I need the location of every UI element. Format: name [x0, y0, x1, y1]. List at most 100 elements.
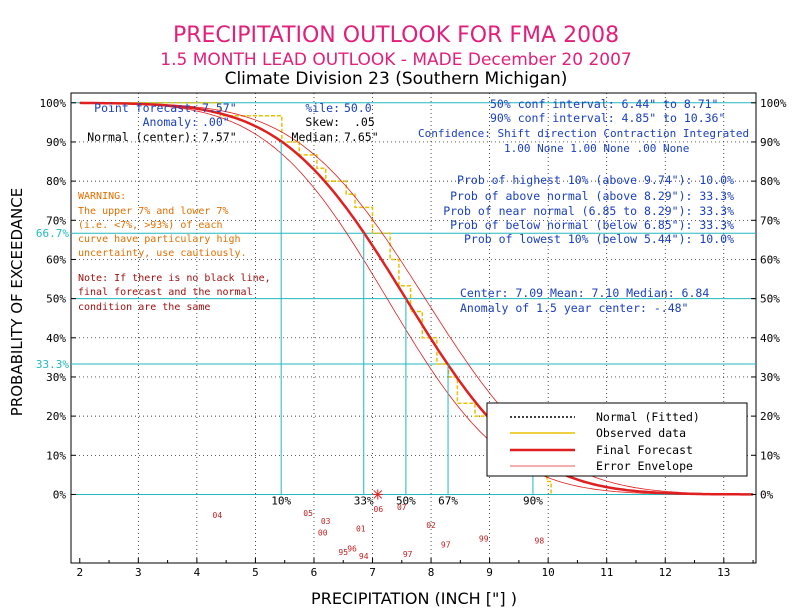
year-label: 01	[356, 525, 366, 534]
ref-line-label: 33.3%	[36, 358, 69, 371]
x-tick-label: 11	[600, 566, 613, 579]
ile-value: 50.0	[344, 101, 372, 115]
year-label: 96	[347, 544, 357, 553]
center-line: Center: 7.09 Mean: 7.10 Median: 6.84	[460, 286, 709, 300]
y-axis-label: PROBABILITY OF EXCEEDANCE	[8, 188, 26, 416]
y-tick-label: 80%	[46, 175, 66, 188]
x-tick-label: 4	[194, 566, 201, 579]
confidence-values: 1.00 None 1.00 None .00 None	[504, 142, 689, 155]
prob-above: Prob of above normal (above 8.29"): 33.3…	[450, 189, 734, 203]
legend-box	[486, 402, 748, 477]
median-label: Median:	[292, 130, 340, 144]
y-tick-label-right: 50%	[760, 293, 780, 306]
y-tick-label-right: 10%	[760, 449, 780, 462]
year-label: 03	[321, 517, 331, 526]
normal-value: 7.57"	[202, 130, 237, 144]
year-label: 04	[213, 511, 223, 520]
x-tick-label: 13	[717, 566, 730, 579]
legend-label-normal: Normal (Fitted)	[596, 410, 700, 424]
percentile-label: 10%	[271, 494, 291, 507]
y-tick-label-right: 90%	[760, 136, 780, 149]
warning-line: The upper 7% and lower 7%	[78, 206, 229, 217]
y-tick-label: 70%	[46, 214, 66, 227]
normal-label: Normal (center):	[87, 130, 198, 144]
year-label: 98	[535, 536, 545, 545]
y-tick-label: 10%	[46, 449, 66, 462]
percentile-label: 33%	[354, 494, 374, 507]
final-forecast-line	[79, 101, 754, 496]
y-tick-label: 50%	[46, 293, 66, 306]
prob-below: Prob of below normal (below 6.85"): 33.3…	[450, 218, 734, 232]
year-label: 94	[359, 552, 369, 561]
y-tick-label-right: 20%	[760, 410, 780, 423]
legend-label-forecast: Final Forecast	[596, 443, 693, 457]
chart-subtitle: 1.5 MONTH LEAD OUTLOOK - MADE December 2…	[160, 50, 631, 70]
x-axis-label: PRECIPITATION (INCH ["] )	[311, 589, 517, 608]
y-tick-label: 0%	[53, 488, 67, 501]
plot-frame	[70, 92, 757, 564]
note-line: final forecast and the normal	[78, 287, 253, 298]
year-label: 99	[479, 534, 489, 543]
anomaly-value: .00"	[202, 115, 230, 129]
x-tick-label: 2	[76, 566, 83, 579]
ref-line-label: 66.7%	[36, 227, 69, 240]
prob-lowest: Prob of lowest 10% (below 5.44"): 10.0%	[464, 232, 734, 246]
y-tick-label-right: 30%	[760, 371, 780, 384]
confidence-header: Confidence: Shift direction Contraction …	[418, 127, 749, 140]
year-label: 95	[338, 548, 348, 557]
x-tick-label: 3	[135, 566, 142, 579]
year-label: 97	[441, 540, 451, 549]
ci90-text: 90% conf interval: 4.85" to 10.36"	[490, 111, 725, 125]
point-forecast-value: 7.57"	[202, 101, 237, 115]
percentile-label: 67%	[438, 494, 458, 507]
year-label: 02	[426, 521, 436, 530]
star-stroke	[373, 490, 383, 499]
percentile-label: 90%	[523, 494, 543, 507]
year-label: 05	[303, 509, 313, 518]
error-envelope-line	[79, 102, 754, 495]
year-label: 97	[403, 550, 413, 559]
prob-near: Prob of near normal (6.85 to 8.29"): 33.…	[443, 204, 734, 218]
year-label: 00	[318, 529, 328, 538]
legend-label-observed: Observed data	[596, 426, 686, 440]
ile-label: %ile:	[305, 101, 340, 115]
forecast-center-marker	[372, 489, 383, 500]
y-tick-label: 30%	[46, 371, 66, 384]
anomaly-center: Anomaly of 1.5 year center: -.48"	[460, 301, 688, 315]
y-tick-label: 60%	[46, 253, 66, 266]
legend: Normal (Fitted) Observed data Final Fore…	[486, 402, 748, 477]
skew-value: .05	[354, 115, 375, 129]
warning-block: WARNING: The upper 7% and lower 7% (i.e.…	[78, 191, 247, 259]
point-forecast-label: Point forecast:	[94, 101, 198, 115]
note-line: condition are the same	[78, 302, 210, 313]
percentile-label: 50%	[396, 494, 416, 507]
stats-block: Point forecast: 7.57" Anomaly: .00" Norm…	[87, 97, 749, 315]
note-block: Note: If there is no black line, final f…	[78, 273, 271, 313]
x-tick-label: 8	[428, 566, 435, 579]
y-tick-label-right: 70%	[760, 214, 780, 227]
x-tick-label: 6	[311, 566, 318, 579]
median-value: 7.65"	[344, 130, 379, 144]
x-tick-label: 7	[369, 566, 376, 579]
chart-subtitle-2: Climate Division 23 (Southern Michigan)	[225, 69, 568, 89]
warning-line: curve have particulary high	[78, 234, 241, 245]
y-tick-label-right: 100%	[760, 97, 787, 110]
year-label: 06	[374, 505, 384, 514]
x-tick-label: 9	[486, 566, 493, 579]
anomaly-label: Anomaly:	[143, 115, 198, 129]
ci50-text: 50% conf interval: 6.44" to 8.71"	[490, 97, 718, 111]
y-tick-label-right: 40%	[760, 332, 780, 345]
y-tick-label: 90%	[46, 136, 66, 149]
y-tick-label-right: 0%	[760, 488, 774, 501]
y-tick-label: 20%	[46, 410, 66, 423]
y-tick-label: 100%	[40, 97, 67, 110]
prob-highest: Prob of highest 10% (above 9.74"): 10.0%	[457, 173, 734, 187]
y-tick-label-right: 60%	[760, 253, 780, 266]
note-line: Note: If there is no black line,	[78, 273, 271, 284]
x-tick-label: 5	[252, 566, 259, 579]
legend-label-envelope: Error Envelope	[596, 459, 693, 473]
warning-line: (i.e. <7%, >93%) of each	[78, 220, 223, 231]
warning-line: WARNING:	[78, 191, 126, 202]
year-label: 07	[397, 503, 407, 512]
